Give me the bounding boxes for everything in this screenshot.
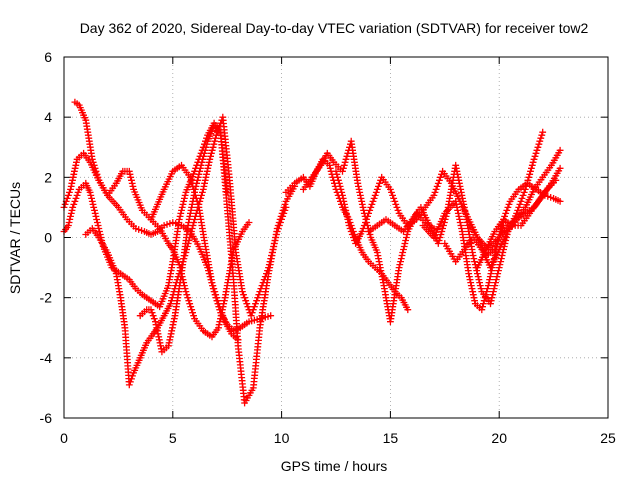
series-markers [136, 122, 231, 356]
series-markers [474, 176, 560, 271]
x-tick-label: 25 [600, 430, 616, 446]
series-markers [365, 128, 547, 308]
x-axis-label: GPS time / hours [281, 458, 388, 474]
satellite-track-14 [474, 176, 560, 271]
y-axis-label: SDTVAR / TECUs [7, 182, 23, 294]
satellite-track-6 [147, 161, 242, 344]
x-tick-label: 10 [274, 430, 290, 446]
y-tick-label: 0 [44, 230, 52, 246]
plot-frame [63, 56, 609, 419]
y-tick-label: -2 [40, 290, 53, 306]
series-markers [463, 164, 564, 253]
y-tick-label: 4 [44, 109, 52, 125]
y-tick-label: -4 [40, 350, 53, 366]
data-series [60, 98, 564, 407]
series-markers [282, 155, 412, 314]
satellite-track-13 [463, 164, 564, 253]
series-markers [147, 161, 242, 344]
axis-ticks: 0 5 10 15 20 25 -6 -4 -2 0 2 4 6 [40, 49, 616, 446]
y-tick-label: 2 [44, 169, 52, 185]
satellite-track-10 [365, 128, 547, 308]
satellite-track-7 [282, 155, 412, 314]
x-tick-label: 20 [491, 430, 507, 446]
x-tick-label: 0 [60, 430, 68, 446]
x-tick-label: 15 [383, 430, 399, 446]
y-tick-label: -6 [40, 410, 53, 426]
satellite-track-5 [136, 122, 231, 356]
x-tick-label: 5 [169, 430, 177, 446]
chart-title: Day 362 of 2020, Sidereal Day-to-day VTE… [80, 20, 589, 36]
grid-lines [64, 57, 608, 418]
y-tick-label: 6 [44, 49, 52, 65]
